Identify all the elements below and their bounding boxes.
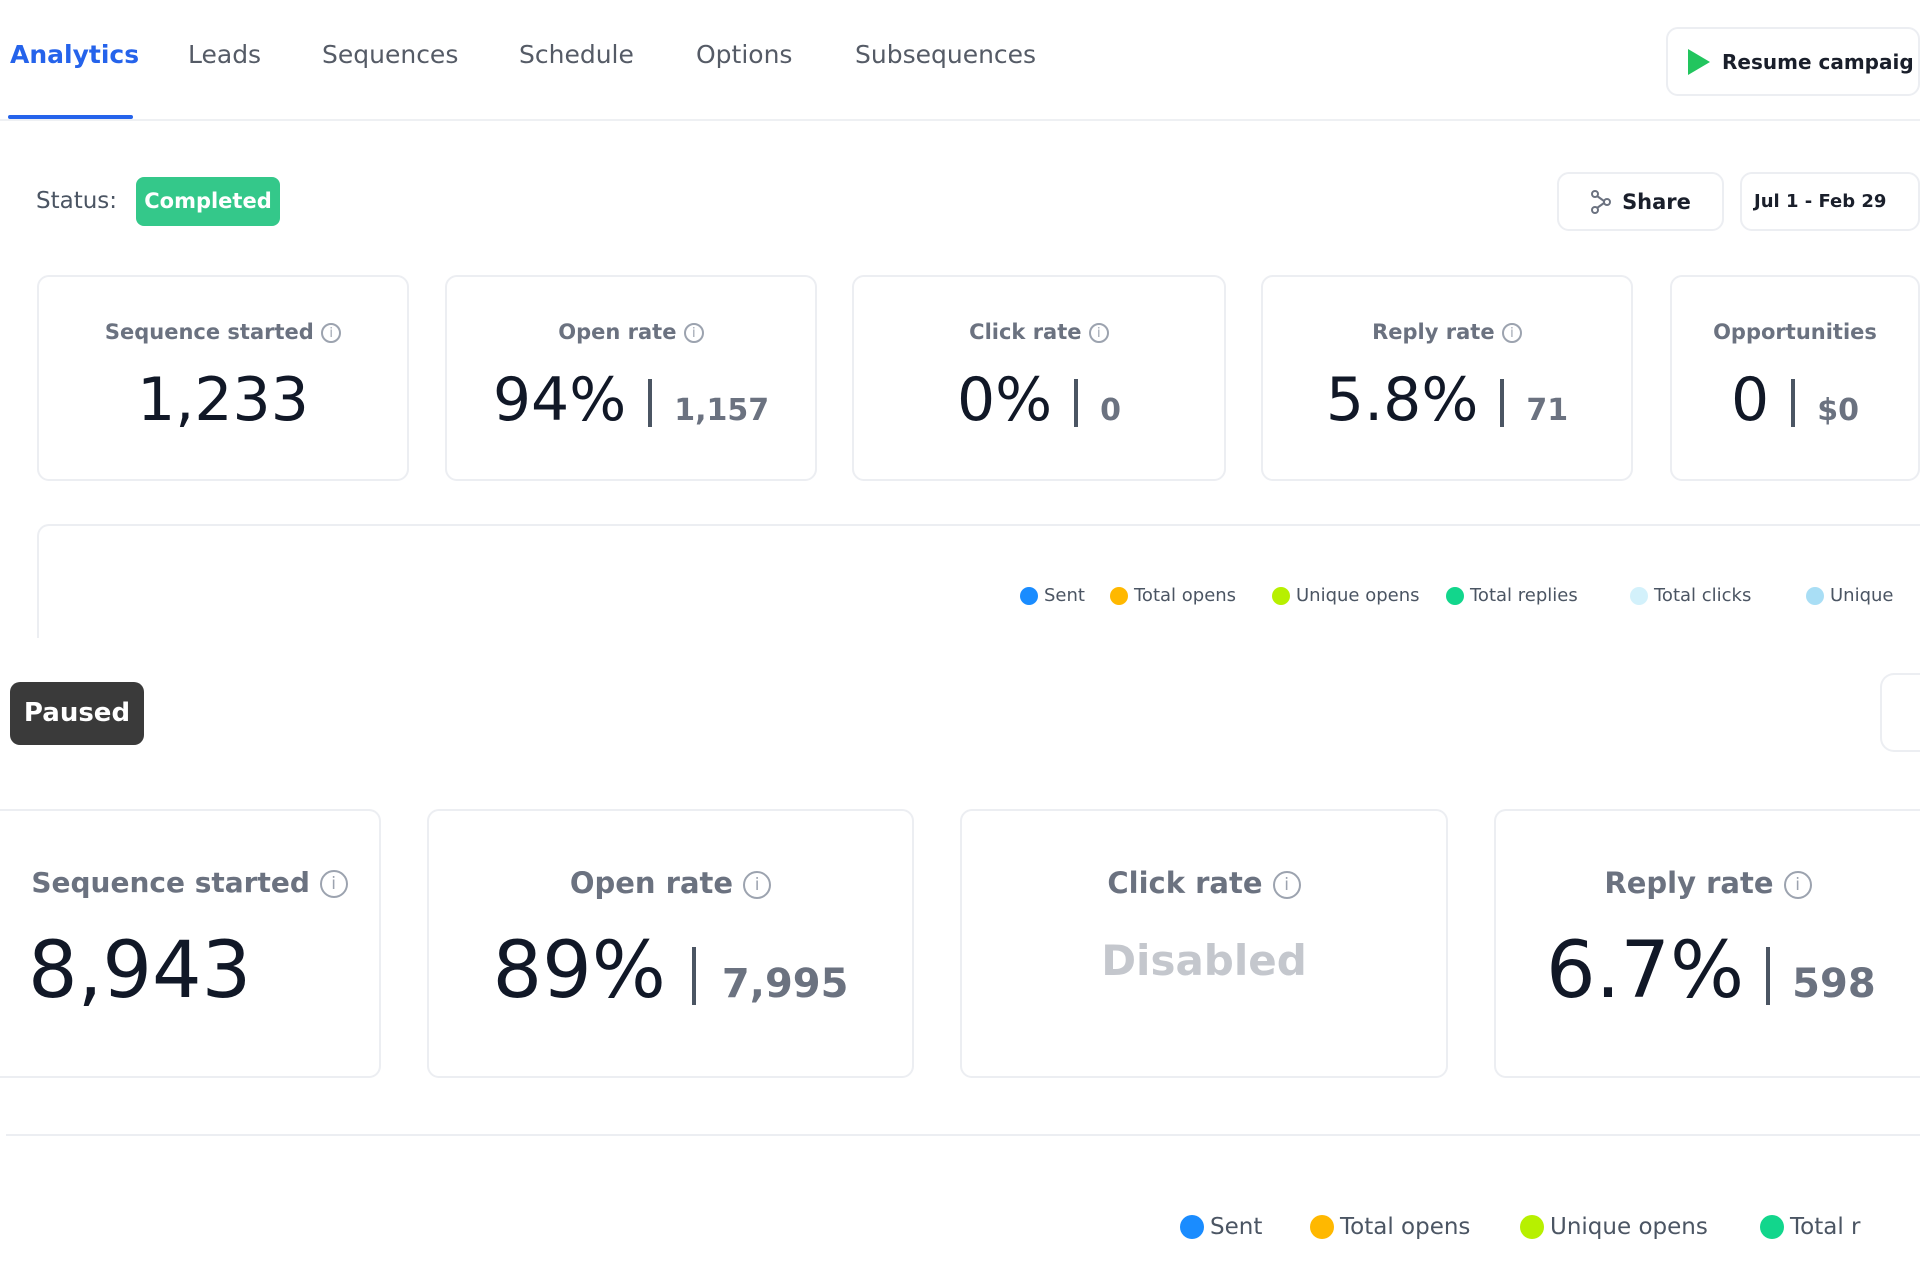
legend-dot: [1446, 586, 1464, 605]
legend-dot: [1310, 1215, 1334, 1239]
tab-options[interactable]: Options: [696, 40, 793, 69]
tab-subsequences[interactable]: Subsequences: [855, 40, 1037, 69]
stat-card-sequence-started-2: Sequence started i 8,943: [0, 809, 381, 1078]
legend-dot: [1020, 586, 1038, 605]
stat-card-open-rate-2: Open rate i 89% 7,995: [427, 809, 914, 1078]
share-button[interactable]: Share: [1557, 172, 1724, 231]
card-value: Disabled: [1101, 936, 1307, 985]
card-label: Sequence started: [31, 866, 310, 899]
card-label: Sequence started: [104, 320, 314, 344]
info-icon[interactable]: i: [1501, 323, 1522, 343]
status-label: Status:: [36, 188, 118, 214]
card-value: 94%: [492, 365, 627, 435]
legend-item-unique-clicks[interactable]: Unique: [1806, 585, 1894, 606]
info-icon[interactable]: i: [321, 323, 342, 343]
card-value: 8,943: [28, 926, 252, 1016]
card-sub-value: 1,157: [674, 393, 770, 428]
legend-dot: [1760, 1215, 1784, 1239]
card-value: 1,233: [137, 365, 309, 435]
info-icon[interactable]: i: [1272, 871, 1301, 899]
legend-dot: [1272, 586, 1290, 605]
date-range-label: Jul 1 - Feb 29: [1754, 191, 1887, 212]
card-label: Opportunities: [1713, 320, 1877, 344]
legend-item-sent-2[interactable]: Sent: [1180, 1214, 1262, 1240]
info-icon[interactable]: i: [743, 871, 772, 899]
legend-dot: [1806, 586, 1824, 605]
legend-item-total-clicks[interactable]: Total clicks: [1630, 585, 1751, 606]
legend-item-total-replies-2[interactable]: Total r: [1760, 1214, 1860, 1240]
card-value: 6.7%: [1546, 926, 1745, 1016]
card-label: Reply rate: [1372, 320, 1495, 344]
play-icon: [1688, 48, 1710, 75]
legend-dot: [1630, 586, 1648, 605]
card-sub-value: 0: [1100, 393, 1122, 428]
share-icon: [1591, 189, 1612, 214]
legend-item-total-replies[interactable]: Total replies: [1446, 585, 1578, 606]
share-label: Share: [1622, 189, 1691, 214]
section-divider: [6, 1134, 1920, 1136]
stat-card-reply-rate: Reply rate i 5.8% 71: [1261, 275, 1633, 481]
card-sub-value: $0: [1817, 393, 1859, 428]
header-divider: [0, 119, 1920, 121]
card-label: Open rate: [558, 320, 677, 344]
card-value: 5.8%: [1325, 365, 1479, 435]
card-value: 89%: [492, 926, 666, 1016]
tab-schedule[interactable]: Schedule: [519, 40, 634, 69]
resume-label: Resume campaig: [1722, 49, 1914, 74]
tab-sequences[interactable]: Sequences: [322, 40, 459, 69]
card-sub-value: 598: [1792, 961, 1876, 1007]
chart-panel: [37, 524, 1920, 638]
card-label: Click rate: [969, 320, 1082, 344]
card-sub-value: 71: [1526, 393, 1569, 428]
stat-card-opportunities: Opportunities 0 $0: [1670, 275, 1920, 481]
legend-dot: [1520, 1215, 1544, 1239]
legend-dot: [1110, 586, 1128, 605]
legend-item-unique-opens-2[interactable]: Unique opens: [1520, 1214, 1708, 1240]
card-sub-value: 7,995: [721, 961, 849, 1007]
paused-badge: Paused: [10, 682, 144, 745]
card-value: 0%: [956, 365, 1053, 435]
active-tab-indicator: [8, 115, 133, 119]
share-button-partial[interactable]: [1880, 673, 1920, 752]
stat-card-reply-rate-2: Reply rate i 6.7% 598: [1494, 809, 1920, 1078]
legend-item-unique-opens[interactable]: Unique opens: [1272, 585, 1420, 606]
date-range-picker[interactable]: Jul 1 - Feb 29: [1740, 172, 1920, 231]
info-icon[interactable]: i: [1783, 871, 1812, 899]
card-label: Open rate: [569, 866, 734, 900]
status-badge: Completed: [136, 177, 280, 226]
info-icon[interactable]: i: [1088, 323, 1109, 343]
info-icon[interactable]: i: [683, 323, 704, 343]
resume-campaign-button[interactable]: Resume campaig: [1666, 27, 1920, 96]
stat-card-click-rate-2: Click rate i Disabled: [960, 809, 1448, 1078]
stat-card-open-rate: Open rate i 94% 1,157: [445, 275, 817, 481]
card-value: 0: [1731, 365, 1770, 435]
tab-leads[interactable]: Leads: [188, 40, 262, 69]
card-label: Reply rate: [1604, 866, 1774, 900]
stat-card-click-rate: Click rate i 0% 0: [852, 275, 1226, 481]
card-label: Click rate: [1107, 866, 1263, 900]
info-icon[interactable]: i: [319, 870, 348, 898]
legend-item-total-opens[interactable]: Total opens: [1110, 585, 1236, 606]
legend-item-sent[interactable]: Sent: [1020, 585, 1085, 606]
stat-card-sequence-started: Sequence started i 1,233: [37, 275, 409, 481]
legend-item-total-opens-2[interactable]: Total opens: [1310, 1214, 1470, 1240]
tab-analytics[interactable]: Analytics: [10, 40, 140, 69]
legend-dot: [1180, 1215, 1204, 1239]
